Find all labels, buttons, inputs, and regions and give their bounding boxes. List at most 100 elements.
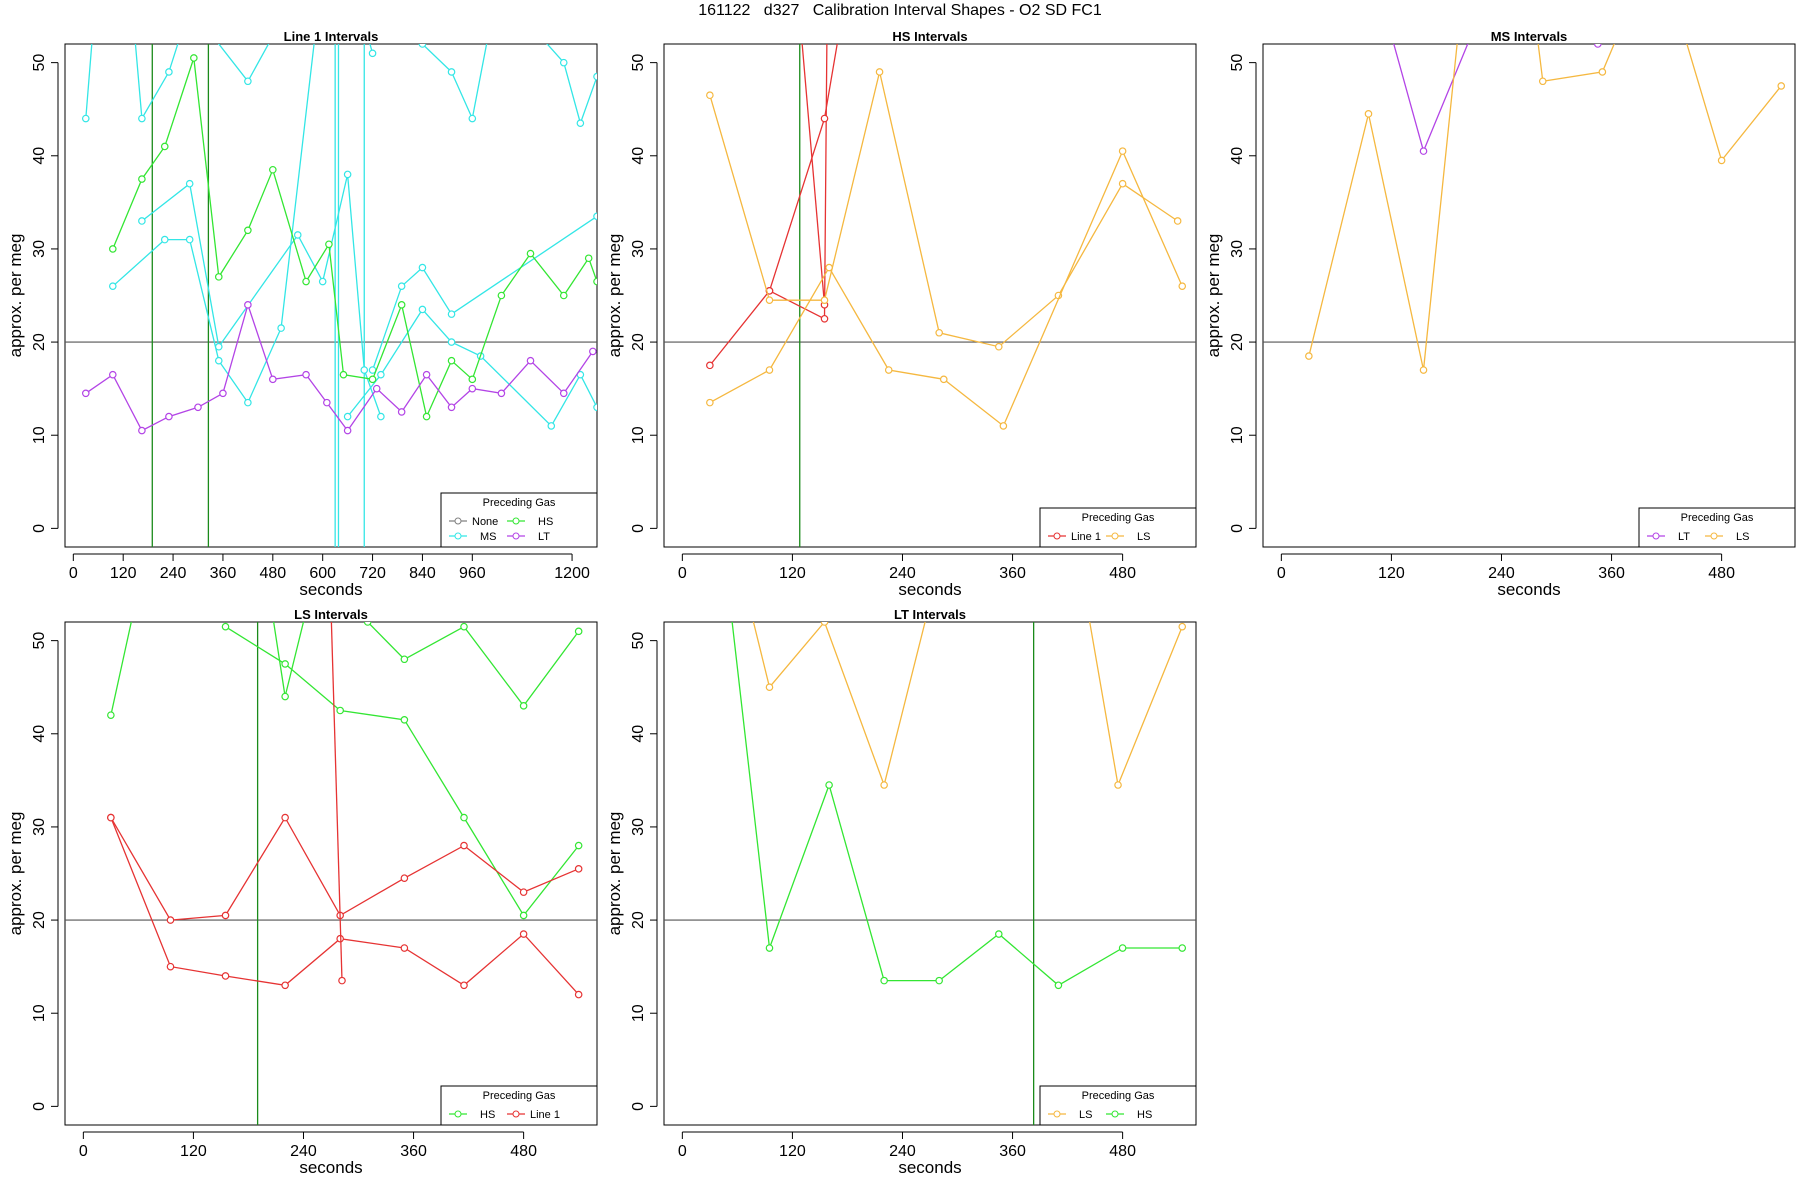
data-point <box>1419 147 1428 155</box>
data-point <box>418 305 427 314</box>
plot-frame <box>1262 43 1796 548</box>
data-point <box>519 930 528 938</box>
data-point <box>160 142 169 151</box>
legend-entry-label: LT <box>538 531 550 543</box>
data-point <box>343 412 352 421</box>
y-tick-label: 20 <box>630 333 647 351</box>
y-tick-label: 40 <box>1229 147 1246 165</box>
data-point <box>589 347 597 356</box>
data-layer <box>1263 44 1795 374</box>
chart-panel-5: LT Intervals 0 120 240 360 480 seconds 0 10 20 30 4… <box>605 607 1197 1177</box>
data-point <box>165 412 173 421</box>
legend-swatch-marker <box>512 532 520 540</box>
data-point <box>397 301 406 309</box>
x-tick-label: 0 <box>79 1143 88 1160</box>
data-point <box>302 277 310 286</box>
data-point <box>400 944 409 952</box>
data-point <box>460 813 468 822</box>
data-point <box>293 231 302 239</box>
data-point <box>526 356 535 365</box>
data-point <box>880 781 888 789</box>
series-line-ms <box>421 44 597 126</box>
data-point <box>884 366 893 374</box>
data-point <box>576 119 585 127</box>
data-point <box>1598 68 1607 76</box>
series-line-ls <box>709 149 1183 427</box>
legend-title: Preceding Gas <box>1082 1090 1155 1102</box>
series-line-hs <box>225 626 580 917</box>
x-tick-label: 480 <box>510 1143 537 1160</box>
data-point <box>825 263 833 272</box>
data-point <box>559 291 568 300</box>
data-point <box>368 375 377 384</box>
y-axis-label: approx. per meg <box>6 234 25 358</box>
data-point <box>994 930 1003 938</box>
data-point <box>221 972 230 980</box>
x-tick-label: 240 <box>290 1143 317 1160</box>
data-point <box>400 716 409 724</box>
data-point <box>519 911 528 920</box>
data-point <box>519 702 528 710</box>
data-point <box>185 235 194 244</box>
y-tick-label: 30 <box>630 240 647 258</box>
data-point <box>221 622 230 631</box>
data-point <box>325 240 333 249</box>
x-tick-label: 360 <box>999 565 1026 582</box>
data-point <box>186 4 192 10</box>
data-point <box>526 249 535 258</box>
data-point <box>447 338 456 346</box>
data-point <box>422 370 431 379</box>
data-point <box>820 622 829 626</box>
data-point <box>418 263 427 272</box>
data-point <box>368 49 377 58</box>
x-tick-label: 360 <box>999 1143 1026 1160</box>
data-point <box>706 361 714 370</box>
data-point <box>1178 944 1187 952</box>
data-point <box>1538 77 1547 86</box>
legend-swatch-marker <box>512 517 520 525</box>
legend-entry-label: MS <box>480 531 497 543</box>
data-point <box>994 342 1003 351</box>
data-point <box>547 422 556 430</box>
data-point <box>593 277 597 286</box>
legend: Preceding Gas LT LS <box>1638 507 1796 548</box>
legend-entry-label: None <box>472 516 498 528</box>
data-point <box>1419 366 1428 374</box>
data-layer <box>664 622 1196 1125</box>
x-tick-label: 0 <box>69 565 78 582</box>
data-point <box>1118 944 1127 952</box>
y-tick-label: 10 <box>31 426 48 444</box>
data-point <box>166 916 175 924</box>
y-tick-label: 0 <box>31 524 48 533</box>
legend: Preceding Gas Line 1 LS <box>1039 507 1197 548</box>
data-point <box>1717 156 1726 165</box>
y-tick-label: 10 <box>630 426 647 444</box>
data-point <box>875 68 884 76</box>
data-point <box>244 398 252 407</box>
data-point <box>281 813 289 822</box>
legend-entry-label: LS <box>1079 1109 1092 1121</box>
series-line-ls <box>1537 44 1615 83</box>
data-point <box>447 356 456 365</box>
data-point <box>138 426 146 435</box>
legend-title: Preceding Gas <box>1681 512 1754 524</box>
data-point <box>1593 44 1602 48</box>
data-point <box>343 426 352 435</box>
y-tick-label: 40 <box>31 147 48 165</box>
y-axis-label: approx. per meg <box>605 812 624 936</box>
x-tick-label: 480 <box>259 565 286 582</box>
legend-entry-label: HS <box>1137 1109 1152 1121</box>
data-point <box>81 389 90 398</box>
chart-panel-2: HS Intervals 0 120 240 360 480 seconds 0 10 20 30 4… <box>605 29 1197 599</box>
y-tick-label: 20 <box>630 911 647 929</box>
series-line-lt <box>85 302 594 432</box>
data-point <box>277 324 285 332</box>
series-line-ls <box>752 622 926 788</box>
data-point <box>397 408 406 416</box>
legend-swatch-marker <box>1652 532 1660 540</box>
data-point <box>497 389 506 398</box>
figure-title: 161122 d327 Calibration Interval Shapes … <box>698 2 1102 19</box>
data-point <box>214 273 223 281</box>
data-point <box>1178 622 1187 631</box>
